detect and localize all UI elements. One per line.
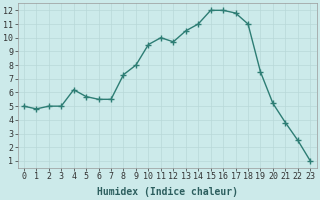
X-axis label: Humidex (Indice chaleur): Humidex (Indice chaleur) [97, 186, 237, 197]
